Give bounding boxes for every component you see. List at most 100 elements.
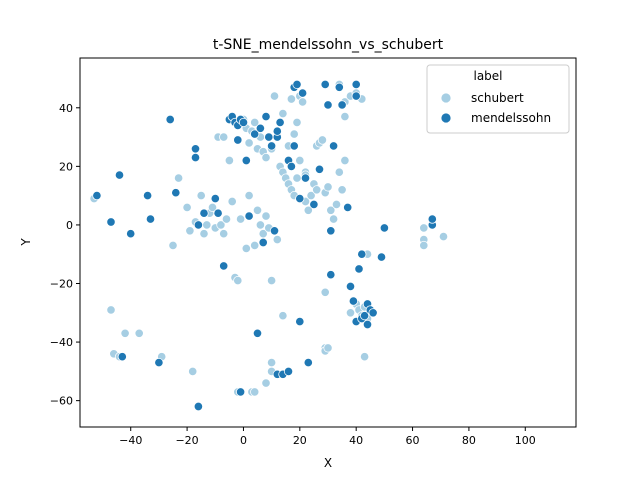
data-point-mendelssohn	[114, 170, 125, 180]
data-point-schubert	[250, 387, 260, 397]
data-point-schubert	[224, 155, 234, 166]
x-axis: −40 −20 0 20 40 60 80 100	[119, 427, 536, 447]
data-point-schubert	[185, 226, 195, 236]
data-point-mendelssohn	[255, 123, 265, 133]
data-point-mendelssohn	[320, 79, 330, 89]
data-point-schubert	[360, 352, 370, 362]
data-point-mendelssohn	[241, 155, 251, 166]
data-point-schubert	[216, 220, 226, 230]
data-point-mendelssohn	[286, 161, 296, 171]
y-axis-label: Y	[19, 238, 33, 247]
data-point-schubert	[317, 135, 327, 145]
data-point-mendelssohn	[329, 141, 339, 151]
data-point-schubert	[106, 305, 116, 315]
data-point-mendelssohn	[165, 114, 175, 125]
data-point-schubert	[326, 205, 336, 215]
chart-title: t-SNE_mendelssohn_vs_schubert	[213, 37, 444, 53]
x-tick-label: 0	[240, 434, 247, 447]
y-tick-label: 40	[59, 102, 73, 115]
data-point-mendelssohn	[117, 352, 127, 362]
data-point-mendelssohn	[295, 317, 305, 327]
data-point-mendelssohn	[199, 208, 209, 218]
y-tick-label: 0	[66, 219, 73, 232]
data-point-mendelssohn	[427, 214, 437, 224]
data-point-mendelssohn	[171, 188, 181, 198]
data-point-mendelssohn	[300, 173, 311, 183]
data-point-mendelssohn	[238, 117, 249, 127]
data-point-mendelssohn	[334, 82, 344, 92]
data-point-schubert	[227, 196, 237, 207]
data-point-schubert	[202, 220, 212, 230]
data-point-mendelssohn	[126, 229, 136, 239]
data-point-mendelssohn	[326, 270, 336, 280]
data-point-mendelssohn	[193, 401, 203, 412]
data-point-mendelssohn	[295, 194, 305, 204]
data-point-schubert	[329, 214, 339, 224]
y-tick-label: −60	[50, 395, 73, 408]
data-point-mendelssohn	[210, 194, 220, 204]
data-point-mendelssohn	[154, 358, 164, 368]
data-point-schubert	[323, 182, 333, 192]
data-point-mendelssohn	[244, 211, 254, 221]
data-point-schubert	[207, 202, 218, 212]
data-point-schubert	[236, 214, 246, 224]
data-point-mendelssohn	[143, 191, 153, 201]
data-point-mendelssohn	[236, 387, 246, 397]
data-point-schubert	[267, 358, 277, 368]
y-tick-label: 20	[59, 160, 73, 173]
data-point-mendelssohn	[258, 237, 268, 248]
legend-marker-schubert	[440, 92, 452, 104]
data-point-schubert	[233, 276, 243, 286]
data-point-schubert	[298, 97, 308, 107]
data-point-mendelssohn	[92, 191, 102, 201]
data-point-mendelssohn	[213, 208, 223, 218]
data-point-schubert	[306, 191, 316, 201]
data-point-schubert	[221, 214, 232, 224]
data-point-schubert	[289, 129, 299, 139]
x-axis-label: X	[324, 456, 332, 470]
data-point-schubert	[292, 117, 302, 127]
data-point-schubert	[261, 153, 271, 163]
data-point-schubert	[261, 211, 271, 221]
data-point-mendelssohn	[303, 358, 313, 368]
data-point-mendelssohn	[343, 202, 353, 212]
legend-frame	[426, 64, 570, 134]
data-point-schubert	[419, 223, 429, 233]
data-point-mendelssohn	[323, 100, 333, 110]
data-point-schubert	[196, 191, 206, 201]
data-point-schubert	[219, 132, 229, 142]
data-point-schubert	[269, 91, 280, 101]
data-point-schubert	[244, 138, 254, 148]
data-point-schubert	[340, 112, 350, 122]
data-point-schubert	[244, 191, 254, 201]
data-point-mendelssohn	[233, 135, 243, 145]
data-point-mendelssohn	[337, 100, 347, 110]
data-point-schubert	[267, 276, 277, 286]
data-point-mendelssohn	[145, 214, 156, 224]
y-axis: −60 −40 −20 0 20 40	[50, 102, 80, 408]
data-point-mendelssohn	[351, 91, 361, 101]
legend: label schubert mendelssohn	[426, 64, 570, 134]
data-point-schubert	[334, 167, 344, 177]
data-point-mendelssohn	[379, 223, 389, 233]
legend-label-schubert: schubert	[471, 91, 524, 105]
x-tick-label: 20	[293, 434, 307, 447]
data-point-schubert	[219, 229, 229, 239]
data-point-schubert	[199, 229, 209, 239]
data-point-schubert	[272, 235, 282, 245]
data-point-schubert	[278, 311, 288, 321]
legend-label-mendelssohn: mendelssohn	[471, 111, 551, 125]
data-point-schubert	[286, 94, 296, 104]
x-tick-label: 80	[462, 434, 476, 447]
data-point-schubert	[250, 240, 260, 250]
points-layer	[89, 79, 449, 412]
data-point-mendelssohn	[275, 117, 285, 127]
data-point-mendelssohn	[267, 141, 277, 151]
data-point-mendelssohn	[193, 220, 203, 230]
x-tick-label: 100	[515, 434, 536, 447]
data-point-mendelssohn	[354, 264, 364, 274]
data-point-schubert	[340, 155, 350, 166]
data-point-mendelssohn	[219, 261, 229, 271]
x-tick-label: 40	[349, 434, 363, 447]
